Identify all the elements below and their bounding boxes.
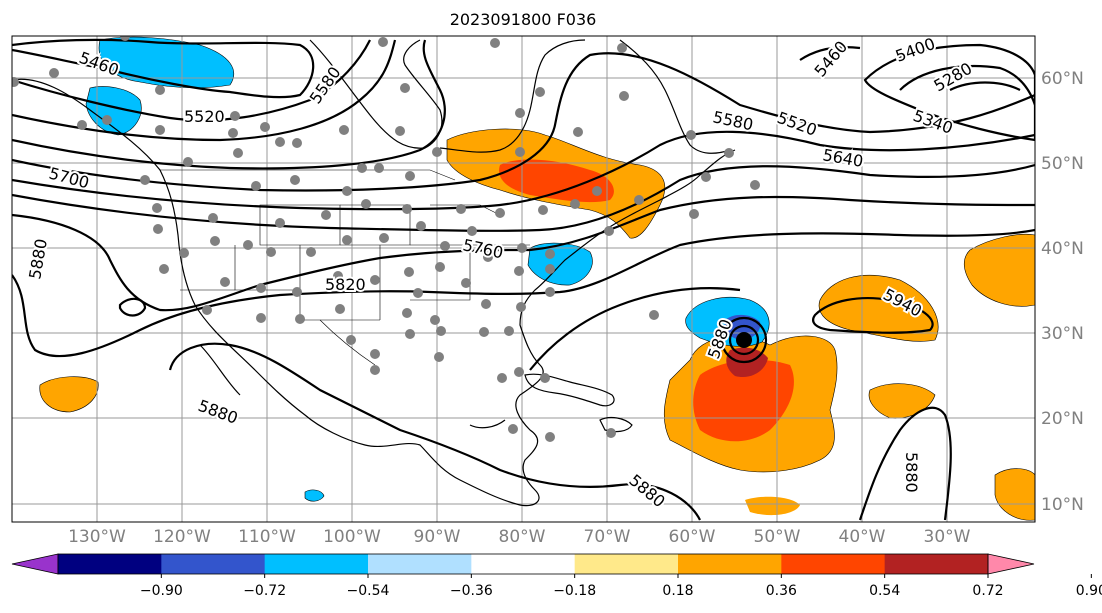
colorbar-tick-label: 0.90 [1076, 583, 1102, 599]
lon-label-70w: 70°W [584, 527, 631, 547]
colorbar-extend-high [987, 553, 1035, 575]
colorbar-tick-labels: −0.90 −0.72 −0.54 −0.36 −0.18 0.18 0.36 0.54 0.7… [140, 574, 1102, 599]
contour-label-5460-east: 5460 [811, 37, 852, 80]
positive-anomaly-east [963, 234, 1035, 307]
contour-label-5520-east: 5520 [775, 108, 820, 140]
lat-label-30n: 30°N [1041, 324, 1084, 344]
lat-label-40n: 40°N [1041, 239, 1084, 259]
colorbar-tick-label: 0.18 [662, 583, 693, 599]
station-markers [12, 36, 760, 442]
colorbar-tick-label: −0.72 [243, 583, 286, 599]
negative-anomaly-us-east [527, 242, 593, 286]
colorbar-segment [368, 554, 472, 574]
lat-label-60n: 60°N [1041, 69, 1084, 89]
positive-anomaly-atlantic-core [693, 359, 794, 442]
colorbar-segment [161, 554, 266, 574]
negative-anomaly-alaska-west [85, 86, 142, 136]
positive-anomaly-central-atlantic [818, 274, 939, 342]
colorbar-tick-label: 0.36 [766, 583, 797, 599]
negative-anomaly-pacific-small [304, 489, 325, 502]
chart-title: 2023091800 F036 [449, 10, 597, 29]
lon-label-60w: 60°W [669, 527, 716, 547]
contour-label-5400: 5400 [893, 34, 938, 66]
lon-label-30w: 30°W [924, 527, 971, 547]
lon-label-120w: 120°W [153, 527, 211, 547]
colorbar-extend-low [11, 553, 59, 575]
positive-anomaly-pacific [39, 376, 99, 413]
positive-anomaly-south [745, 496, 800, 516]
lon-label-130w: 130°W [68, 527, 126, 547]
positive-anomaly-east-small [868, 383, 936, 419]
contour-label-5880-east: 5880 [902, 452, 921, 493]
contour-label-5880-gulf: 5880 [196, 396, 241, 428]
colorbar-tick-label: −0.36 [450, 583, 493, 599]
lon-label-80w: 80°W [499, 527, 546, 547]
lon-label-50w: 50°W [754, 527, 801, 547]
contour-label-5340: 5340 [911, 106, 956, 138]
colorbar-tick-label: 0.54 [869, 583, 900, 599]
lon-label-110w: 110°W [238, 527, 296, 547]
contour-label-5880-west: 5880 [25, 237, 51, 280]
lon-label-100w: 100°W [323, 527, 381, 547]
contour-label-5820: 5820 [325, 275, 366, 294]
map-frame [11, 35, 1036, 523]
political-borders [160, 169, 530, 366]
lon-label-90w: 90°W [414, 527, 461, 547]
colorbar-tick-label: −0.18 [553, 583, 596, 599]
longitude-labels: 130°W 120°W 110°W 100°W 90°W 80°W 70°W 6… [68, 527, 971, 547]
hurricane-center-marker [736, 332, 752, 348]
contour-label-5520-west: 5520 [184, 107, 225, 126]
contour-label-5760: 5760 [461, 235, 505, 262]
colorbar-segment [884, 554, 989, 574]
lat-label-10n: 10°N [1041, 495, 1084, 515]
contour-label-5880-caribbean: 5880 [625, 471, 668, 512]
colorbar-tick-label: −0.54 [347, 583, 390, 599]
colorbar-segment [58, 554, 162, 574]
contour-label-5280: 5280 [931, 59, 976, 96]
contour-label-5580-west: 5580 [306, 63, 345, 107]
lon-label-40w: 40°W [839, 527, 886, 547]
colorbar-tick-label: −0.90 [140, 583, 183, 599]
colorbar-tick-label: 0.72 [972, 583, 1003, 599]
colorbar-segment [471, 554, 576, 574]
colorbar-segment [678, 554, 782, 574]
lat-label-20n: 20°N [1041, 409, 1084, 429]
lat-label-50n: 50°N [1041, 154, 1084, 174]
height-contours [12, 38, 1035, 521]
colorbar [11, 553, 1035, 575]
colorbar-segment [264, 554, 369, 574]
colorbar-outline [57, 553, 989, 575]
latitude-labels: 60°N 50°N 40°N 30°N 20°N 10°N [1041, 69, 1084, 515]
anomaly-shading [39, 36, 1035, 521]
contour-label-5580-east: 5580 [711, 107, 755, 134]
positive-anomaly-southeast [994, 468, 1035, 521]
positive-anomaly-canada-core [499, 159, 614, 203]
colorbar-segment [781, 554, 886, 574]
colorbar-segment [574, 554, 679, 574]
